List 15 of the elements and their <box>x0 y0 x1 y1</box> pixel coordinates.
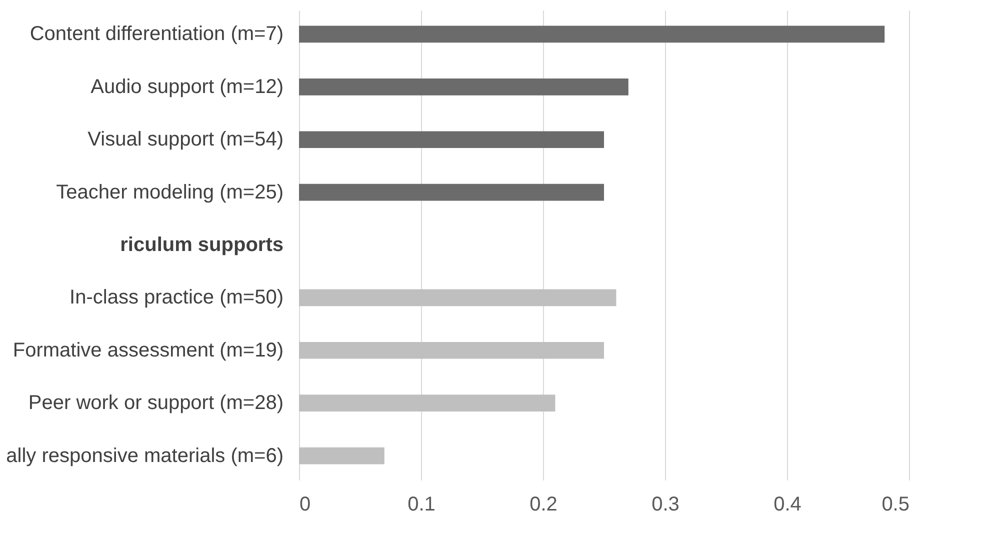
y-tick-label: Formative assessment (m=19) <box>12 339 284 362</box>
x-tick-label: 0 <box>300 494 311 516</box>
x-tick-label: 0.2 <box>530 494 558 516</box>
y-tick-label: riculum supports <box>120 234 284 256</box>
y-tick-label: Content differentiation (m=7) <box>30 23 284 46</box>
x-tick-label: 0.3 <box>652 494 680 516</box>
y-tick-label: Visual support (m=54) <box>88 128 284 151</box>
x-tick-label: 0.1 <box>408 494 436 516</box>
y-tick-label: Peer work or support (m=28) <box>28 392 284 414</box>
y-tick-label: Audio support (m=12) <box>90 76 284 98</box>
y-tick-label: ally responsive materials (m=6) <box>6 444 284 467</box>
y-tick-label: Teacher modeling (m=25) <box>56 181 284 204</box>
y-tick-label: In-class practice (m=50) <box>70 286 284 309</box>
x-tick-label: 0.4 <box>774 494 802 516</box>
x-tick-label: 0.5 <box>882 494 910 516</box>
